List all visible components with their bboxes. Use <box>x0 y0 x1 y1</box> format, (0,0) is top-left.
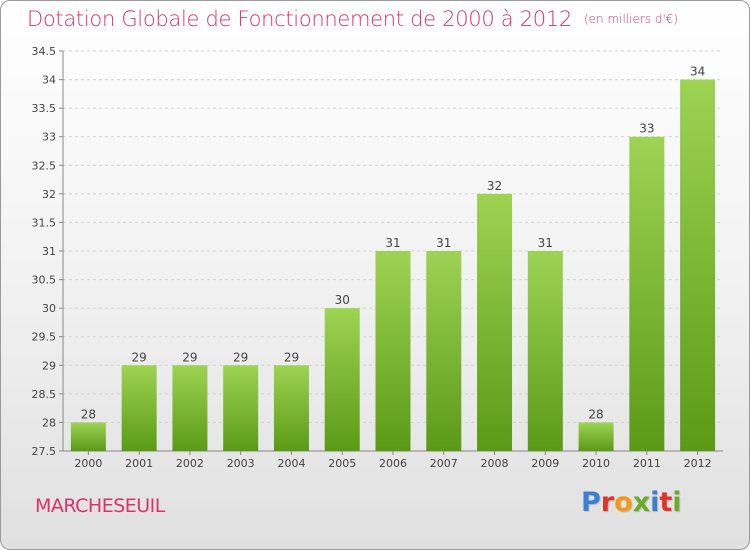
data-label-2007: 31 <box>436 236 451 250</box>
bar-2010 <box>578 422 614 451</box>
data-label-2008: 32 <box>487 179 502 193</box>
bar-2002 <box>172 365 208 451</box>
bar-2006 <box>375 251 411 451</box>
x-tick-label-2002: 2002 <box>176 457 204 470</box>
y-tick-label: 30 <box>42 302 56 315</box>
data-label-2002: 29 <box>182 350 197 364</box>
bar-2011 <box>629 136 665 451</box>
y-tick-label: 33.5 <box>32 102 57 115</box>
x-tick-label-2010: 2010 <box>582 457 610 470</box>
data-label-2011: 33 <box>639 122 654 136</box>
x-tick-label-2011: 2011 <box>633 457 661 470</box>
chart-title: Dotation Globale de Fonctionnement de 20… <box>27 7 678 31</box>
bar-2008 <box>477 193 513 451</box>
y-tick-label: 28.5 <box>32 388 57 401</box>
x-tick-label-2008: 2008 <box>481 457 509 470</box>
x-tick-label-2006: 2006 <box>379 457 407 470</box>
bar-2001 <box>121 365 157 451</box>
x-tick-label-2001: 2001 <box>125 457 153 470</box>
logo-letter: P <box>581 487 601 518</box>
bar-2012 <box>680 79 716 452</box>
x-tick-label-2003: 2003 <box>227 457 255 470</box>
x-tick-label-2007: 2007 <box>430 457 458 470</box>
tick-labels: 27.5 28 28.5 29 29.5 30 30.5 31 31.5 32 32.5 33 33.5… <box>32 45 712 470</box>
y-tick-label: 27.5 <box>32 445 57 458</box>
logo-letter: o <box>614 487 633 518</box>
data-label-2005: 30 <box>335 293 350 307</box>
bar-2000 <box>70 422 106 451</box>
x-tick-label-2005: 2005 <box>328 457 356 470</box>
data-label-2003: 29 <box>233 350 248 364</box>
y-tick-label: 29.5 <box>32 331 57 344</box>
proxiti-logo[interactable]: Proxiti <box>581 487 682 527</box>
x-tick-label-2012: 2012 <box>684 457 712 470</box>
data-label-2006: 31 <box>385 236 400 250</box>
y-tick-label: 30.5 <box>32 274 57 287</box>
bars <box>70 79 716 452</box>
y-tick-label: 31 <box>42 245 56 258</box>
bar-2005 <box>324 308 360 451</box>
x-tick-label-2004: 2004 <box>277 457 305 470</box>
bar-2004 <box>273 365 309 451</box>
logo-letter: x <box>632 487 651 518</box>
data-label-2000: 28 <box>81 407 96 421</box>
data-label-2010: 28 <box>588 407 603 421</box>
logo-letter: i <box>650 487 660 518</box>
commune-name: MARCHESEUIL <box>35 495 165 517</box>
y-tick-label: 29 <box>42 359 56 372</box>
chart-unit-note: (en milliers d'€) <box>583 12 679 26</box>
data-label-2012: 34 <box>690 65 705 79</box>
x-tick-label-2000: 2000 <box>74 457 102 470</box>
chart-title-text: Dotation Globale de Fonctionnement de 20… <box>27 7 572 31</box>
y-tick-label: 28 <box>42 416 56 429</box>
y-tick-label: 33 <box>42 131 56 144</box>
bar-2007 <box>426 251 462 451</box>
bar-2003 <box>223 365 259 451</box>
logo-letter: i <box>672 487 682 518</box>
data-labels: 28 29 29 29 29 30 31 31 32 31 28 33 34 <box>81 65 706 422</box>
bar-2009 <box>527 251 563 451</box>
y-tick-label: 31.5 <box>32 216 57 229</box>
logo-letter: t <box>659 487 673 518</box>
data-label-2009: 31 <box>538 236 553 250</box>
y-tick-label: 32 <box>42 188 56 201</box>
x-tick-label-2009: 2009 <box>531 457 559 470</box>
data-label-2001: 29 <box>132 350 147 364</box>
data-label-2004: 29 <box>284 350 299 364</box>
y-tick-label: 32.5 <box>32 159 57 172</box>
logo-letter: r <box>600 487 615 518</box>
y-tick-label: 34.5 <box>32 45 57 58</box>
y-tick-label: 34 <box>42 74 56 87</box>
